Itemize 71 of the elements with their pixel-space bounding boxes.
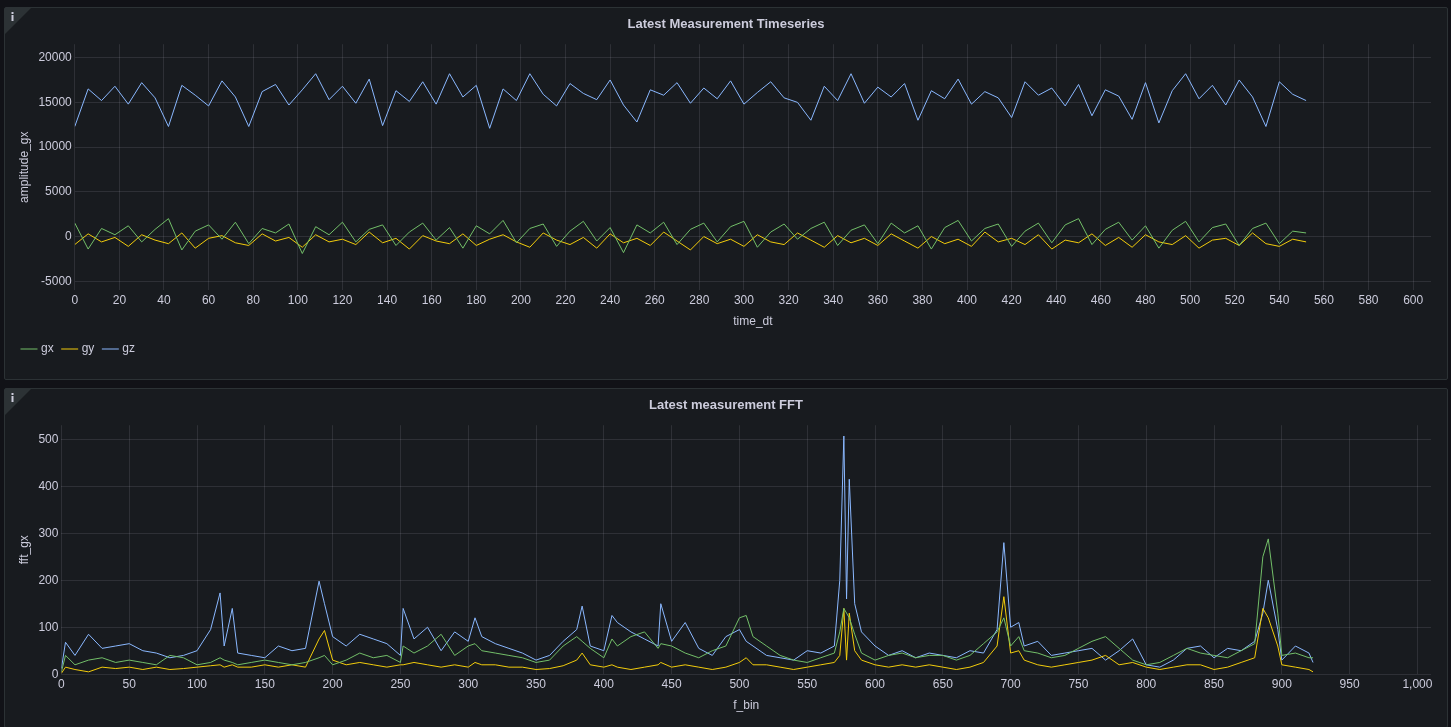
x-tick-label: 300 <box>458 676 479 691</box>
x-tick-label: 600 <box>1403 292 1424 307</box>
y-tick-label: 20000 <box>38 49 73 64</box>
y-tick-label: 5000 <box>45 184 73 199</box>
y-tick-label: 100 <box>38 619 59 634</box>
x-tick-label: 420 <box>1001 292 1022 307</box>
x-tick-label: 80 <box>246 292 261 307</box>
y-tick-label: 0 <box>51 666 59 681</box>
legend-label: gx <box>41 341 54 356</box>
x-tick-label: 200 <box>510 292 532 307</box>
legend-label: gy <box>81 341 95 356</box>
x-tick-label: 140 <box>377 292 398 307</box>
y-tick-label: 10000 <box>38 139 73 154</box>
x-tick-label: 200 <box>322 676 343 691</box>
x-tick-label: 520 <box>1224 292 1246 307</box>
x-tick-label: 180 <box>466 292 487 307</box>
x-tick-label: 260 <box>644 292 666 307</box>
y-axis-title: fft_gx <box>16 535 31 565</box>
x-tick-label: 650 <box>932 676 954 691</box>
x-tick-label: 400 <box>593 676 615 691</box>
x-tick-label: 440 <box>1046 292 1067 307</box>
y-tick-label: 400 <box>38 478 59 493</box>
x-tick-label: 100 <box>287 292 309 307</box>
x-tick-label: 560 <box>1313 292 1335 307</box>
x-tick-label: 400 <box>957 292 978 307</box>
x-tick-label: 20 <box>112 292 127 307</box>
x-tick-label: 700 <box>1000 676 1021 691</box>
x-tick-label: 600 <box>865 676 886 691</box>
y-tick-label: 0 <box>65 228 73 243</box>
x-tick-label: 750 <box>1068 676 1089 691</box>
x-tick-label: 480 <box>1135 292 1156 307</box>
x-tick-label: 220 <box>555 292 576 307</box>
chart-title: Latest Measurement Timeseries <box>626 16 826 33</box>
x-tick-label: 350 <box>526 676 547 691</box>
x-tick-label: 100 <box>187 676 208 691</box>
x-tick-label: 320 <box>778 292 799 307</box>
x-axis-title: f_bin <box>733 698 760 713</box>
y-tick-label: 500 <box>38 431 59 446</box>
x-tick-label: 60 <box>201 292 216 307</box>
x-tick-label: 580 <box>1358 292 1379 307</box>
x-tick-label: 250 <box>390 676 411 691</box>
chart-title: Latest measurement FFT <box>648 397 804 414</box>
x-tick-label: 850 <box>1204 676 1225 691</box>
x-tick-label: 240 <box>600 292 621 307</box>
x-tick-label: 540 <box>1269 292 1290 307</box>
x-tick-label: 460 <box>1090 292 1112 307</box>
x-tick-label: 950 <box>1339 676 1360 691</box>
y-tick-label: 200 <box>38 572 59 587</box>
x-tick-label: 40 <box>157 292 171 307</box>
x-tick-label: 280 <box>689 292 710 307</box>
x-tick-label: 550 <box>797 676 818 691</box>
x-tick-label: 900 <box>1271 676 1293 691</box>
x-tick-label: 340 <box>823 292 844 307</box>
x-tick-label: 500 <box>729 676 750 691</box>
x-tick-label: 500 <box>1180 292 1201 307</box>
y-axis-title: amplitude_gx <box>16 131 31 203</box>
y-tick-label: -5000 <box>41 273 73 288</box>
y-tick-label: 300 <box>38 525 59 540</box>
x-tick-label: 380 <box>912 292 933 307</box>
x-tick-label: 360 <box>867 292 889 307</box>
x-tick-label: 50 <box>122 676 137 691</box>
x-tick-label: 450 <box>661 676 682 691</box>
x-tick-label: 800 <box>1136 676 1157 691</box>
x-tick-label: 150 <box>254 676 276 691</box>
x-tick-label: 1,000 <box>1402 676 1433 691</box>
legend-label: gz <box>122 341 136 356</box>
y-tick-label: 15000 <box>38 94 73 109</box>
x-axis-title: time_dt <box>733 314 774 329</box>
x-tick-label: 160 <box>421 292 442 307</box>
x-tick-label: 300 <box>733 292 755 307</box>
x-tick-label: 120 <box>332 292 353 307</box>
